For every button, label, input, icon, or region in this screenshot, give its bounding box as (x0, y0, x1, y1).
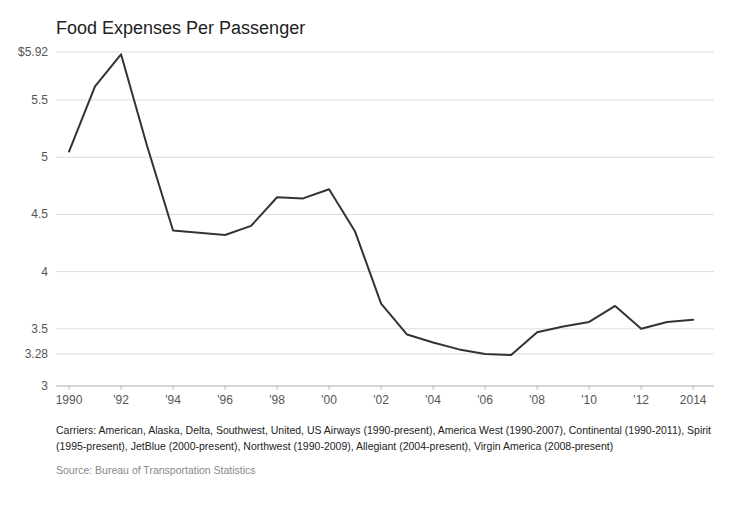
x-tick (381, 386, 382, 390)
y-tick-label: 3.28 (25, 347, 49, 361)
grid-line (56, 353, 714, 354)
x-tick-label: '02 (373, 393, 389, 407)
x-tick-label: '94 (165, 393, 181, 407)
background (0, 0, 736, 524)
grid-line (56, 157, 714, 158)
y-tick-label: 4.5 (31, 207, 48, 221)
x-tick-label: '10 (581, 393, 597, 407)
x-tick (537, 386, 538, 390)
annotation: Carriers: American, Alaska, Delta, South… (56, 424, 711, 436)
x-tick (329, 386, 330, 390)
x-tick (641, 386, 642, 390)
x-tick-label: '04 (425, 393, 441, 407)
x-tick (693, 386, 694, 390)
x-tick-label: 2014 (680, 393, 707, 407)
plot-area (69, 54, 693, 355)
x-tick (225, 386, 226, 390)
grid-line (56, 328, 714, 329)
x-tick (433, 386, 434, 390)
grid-line (56, 214, 714, 215)
chart: Food Expenses Per Passenger $5.92 5.5 5 4.5 4… (0, 0, 736, 524)
y-tick-label: 4 (41, 265, 48, 279)
x-tick (69, 386, 70, 390)
grid-line (56, 100, 714, 101)
annotation: Source: Bureau of Transportation Statist… (56, 464, 256, 476)
y-tick-label: $5.92 (18, 45, 48, 59)
grid-line (56, 386, 714, 387)
y-tick-label: 3.5 (31, 322, 48, 336)
x-axis-line (56, 386, 714, 387)
line (69, 54, 693, 355)
x-tick-label: '00 (321, 393, 337, 407)
x-tick-label: '12 (633, 393, 649, 407)
x-tick (173, 386, 174, 390)
x-tick-label: '96 (217, 393, 233, 407)
x-tick (121, 386, 122, 390)
x-tick-label: '08 (529, 393, 545, 407)
x-tick (589, 386, 590, 390)
x-tick (277, 386, 278, 390)
grid (56, 52, 714, 386)
title: Food Expenses Per Passenger (56, 18, 305, 38)
y-tick-label: 5.5 (31, 93, 48, 107)
x-tick-label: '92 (113, 393, 129, 407)
x-tick (485, 386, 486, 390)
y-tick-label: 5 (41, 150, 48, 164)
grid-line (56, 52, 714, 53)
x-tick-label: 1990 (56, 393, 83, 407)
y-tick-label: 3 (41, 379, 48, 393)
annotation: (1995-present), JetBlue (2000-present), … (56, 440, 613, 452)
x-tick-label: '06 (477, 393, 493, 407)
x-tick-label: '98 (269, 393, 285, 407)
grid-line (56, 271, 714, 272)
